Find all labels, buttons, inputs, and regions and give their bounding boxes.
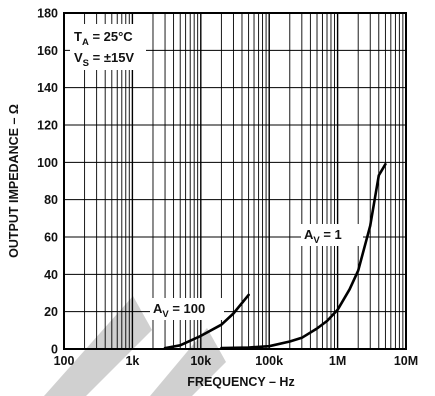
x-tick-label: 100k [255,354,283,368]
condition-line: TA = 25°C [74,29,133,48]
series-label: AV = 100 [153,301,205,320]
x-axis-tick-labels: 100 1k 10k 100k 1M 10M [54,354,419,368]
x-tick-label: 10k [190,354,211,368]
y-tick-label: 160 [37,44,58,58]
y-tick-label: 0 [51,343,58,357]
y-tick-label: 60 [44,231,58,245]
y-axis-tick-labels: 0 20 40 60 80 100 120 140 160 180 [37,7,58,357]
x-tick-label: 1k [125,354,139,368]
series-labels: AV = 100 AV = 1 [150,224,363,320]
watermark [44,296,226,396]
series-label-background [150,298,224,320]
series-label-background [301,224,363,246]
test-conditions: TA = 25°C VS = ±15V [70,24,146,70]
series-line [163,293,250,350]
x-tick-label: 1M [329,354,346,368]
watermark-stripe-left [44,296,152,396]
y-tick-label: 140 [37,81,58,95]
conditions-background [70,24,146,70]
x-axis-title: FREQUENCY – Hz [187,375,294,389]
y-tick-label: 120 [37,119,58,133]
y-tick-label: 180 [37,7,58,21]
x-tick-label: 100 [54,354,75,368]
y-tick-label: 40 [44,268,58,282]
x-tick-label: 10M [394,354,418,368]
series-line [220,162,387,350]
y-axis-title: OUTPUT IMPEDANCE – Ω [7,104,21,258]
y-tick-label: 100 [37,156,58,170]
series-label: AV = 1 [304,227,342,246]
condition-line: VS = ±15V [74,50,134,69]
watermark-stripe-right [150,328,226,396]
y-tick-label: 80 [44,193,58,207]
series-curves [163,162,387,350]
y-tick-label: 20 [44,305,58,319]
